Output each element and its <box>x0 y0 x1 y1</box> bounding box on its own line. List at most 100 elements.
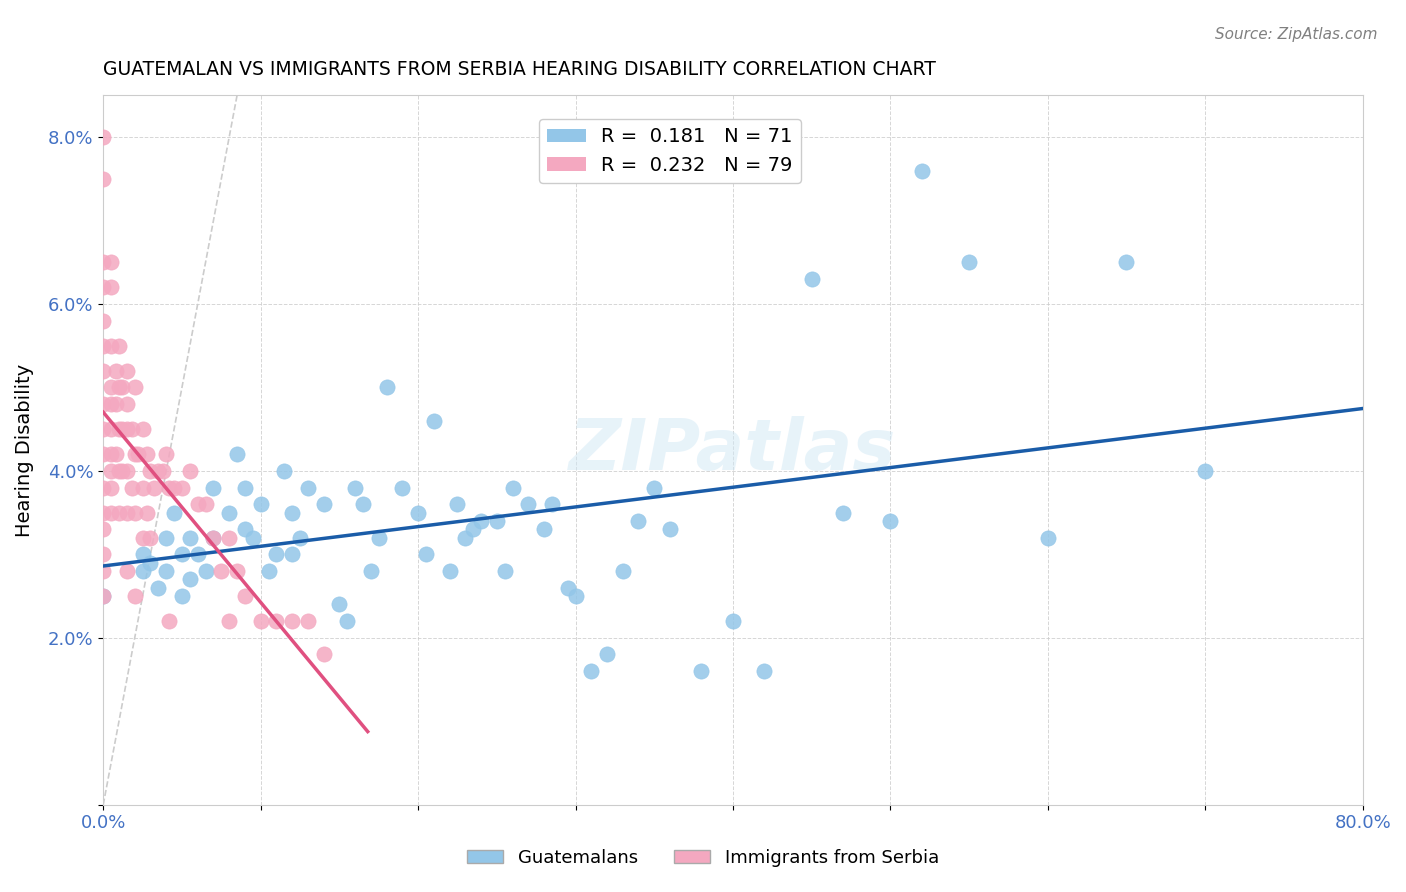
Point <box>257 564 280 578</box>
Point <box>344 481 367 495</box>
Point <box>131 531 153 545</box>
Point <box>124 506 146 520</box>
Point <box>312 497 335 511</box>
Point <box>100 380 122 394</box>
Point <box>115 364 138 378</box>
Point <box>187 497 209 511</box>
Point <box>533 522 555 536</box>
Point <box>163 506 186 520</box>
Point <box>485 514 508 528</box>
Point <box>148 581 170 595</box>
Point <box>643 481 665 495</box>
Point <box>517 497 540 511</box>
Point <box>233 589 256 603</box>
Point <box>194 497 217 511</box>
Point <box>406 506 429 520</box>
Point <box>612 564 634 578</box>
Point <box>115 422 138 436</box>
Point <box>111 464 134 478</box>
Point <box>100 280 122 294</box>
Point <box>91 522 114 536</box>
Legend: Guatemalans, Immigrants from Serbia: Guatemalans, Immigrants from Serbia <box>460 842 946 874</box>
Point <box>352 497 374 511</box>
Point <box>91 172 114 186</box>
Point <box>281 614 304 628</box>
Point <box>108 380 131 394</box>
Point <box>100 397 122 411</box>
Point <box>155 447 177 461</box>
Point <box>226 564 249 578</box>
Point <box>115 397 138 411</box>
Point <box>297 481 319 495</box>
Point <box>142 481 165 495</box>
Point <box>100 464 122 478</box>
Point <box>202 531 225 545</box>
Point <box>439 564 461 578</box>
Point <box>454 531 477 545</box>
Point <box>446 497 468 511</box>
Point <box>288 531 311 545</box>
Point <box>91 564 114 578</box>
Point <box>136 506 159 520</box>
Point <box>148 464 170 478</box>
Point <box>91 397 114 411</box>
Point <box>152 464 174 478</box>
Point <box>108 422 131 436</box>
Point <box>179 531 201 545</box>
Point <box>91 481 114 495</box>
Point <box>249 614 271 628</box>
Point <box>187 547 209 561</box>
Point <box>218 531 240 545</box>
Point <box>423 414 446 428</box>
Point <box>596 648 619 662</box>
Point <box>226 447 249 461</box>
Point <box>218 614 240 628</box>
Point <box>179 573 201 587</box>
Point <box>832 506 855 520</box>
Point <box>502 481 524 495</box>
Text: Source: ZipAtlas.com: Source: ZipAtlas.com <box>1215 27 1378 42</box>
Point <box>100 447 122 461</box>
Point <box>115 464 138 478</box>
Point <box>202 531 225 545</box>
Point <box>100 481 122 495</box>
Point <box>494 564 516 578</box>
Point <box>1115 255 1137 269</box>
Point <box>100 339 122 353</box>
Point <box>690 664 713 678</box>
Point <box>139 464 162 478</box>
Point <box>91 506 114 520</box>
Point <box>800 272 823 286</box>
Point <box>367 531 389 545</box>
Point <box>91 339 114 353</box>
Point <box>127 447 149 461</box>
Point <box>91 314 114 328</box>
Point <box>957 255 980 269</box>
Point <box>1036 531 1059 545</box>
Point <box>879 514 901 528</box>
Point <box>115 506 138 520</box>
Point <box>100 422 122 436</box>
Point <box>391 481 413 495</box>
Point <box>541 497 564 511</box>
Point <box>108 464 131 478</box>
Point <box>124 447 146 461</box>
Point <box>121 481 143 495</box>
Point <box>1194 464 1216 478</box>
Point <box>108 506 131 520</box>
Point <box>104 397 127 411</box>
Point <box>91 589 114 603</box>
Point <box>170 481 193 495</box>
Point <box>557 581 579 595</box>
Point <box>108 339 131 353</box>
Point <box>163 481 186 495</box>
Point <box>155 564 177 578</box>
Point <box>202 481 225 495</box>
Point <box>139 531 162 545</box>
Point <box>100 506 122 520</box>
Point <box>100 255 122 269</box>
Point <box>242 531 264 545</box>
Point <box>281 547 304 561</box>
Point <box>121 422 143 436</box>
Text: ZIPatlas: ZIPatlas <box>569 416 897 484</box>
